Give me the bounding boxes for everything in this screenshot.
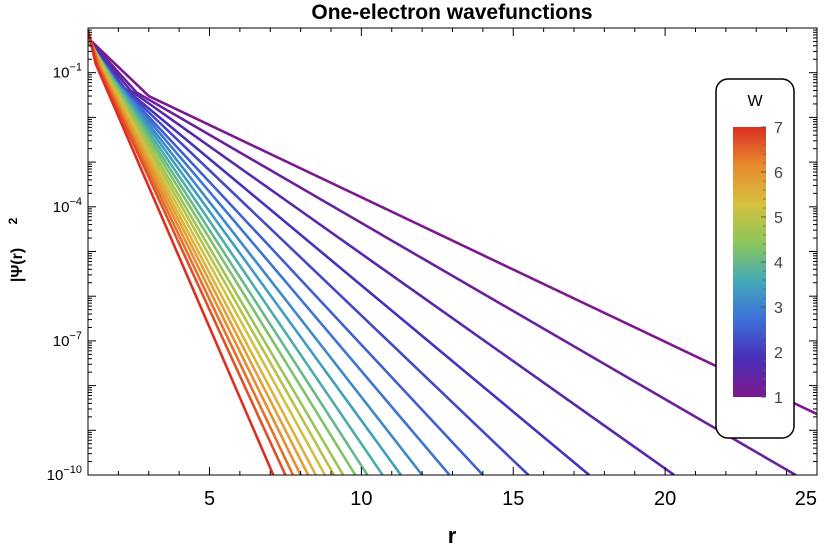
colorbar-tick-label: 2 [774, 345, 783, 362]
colorbar-tick-label: 6 [774, 165, 783, 182]
x-tick-label: 10 [350, 488, 372, 510]
legend-title: W [747, 93, 763, 110]
y-tick-label: 10−4 [53, 196, 82, 216]
y-axis-label-exponent: 2 [6, 217, 20, 224]
colorbar-tick-label: 5 [774, 210, 783, 227]
y-tick-label: 10−1 [53, 62, 82, 82]
x-axis: 5 10 15 20 25 [87, 28, 818, 510]
series-line-12 [88, 37, 357, 475]
y-tick-label: 10−10 [47, 464, 82, 484]
x-tick-label: 5 [204, 488, 215, 510]
x-tick-label: 15 [502, 488, 524, 510]
x-axis-label: r [448, 523, 457, 548]
series-line-2 [88, 37, 797, 475]
y-tick-label: 10−7 [53, 330, 82, 350]
colorbar-legend: W 1 2 3 4 5 6 7 [715, 78, 795, 439]
x-tick-label: 25 [795, 488, 817, 510]
colorbar-ticks: 1 2 3 4 5 6 7 [761, 120, 783, 407]
y-axis-label: |Ψ(r) [9, 248, 26, 282]
colorbar-tick-label: 4 [774, 255, 783, 272]
colorbar-tick-label: 3 [774, 300, 783, 317]
series-layer [88, 29, 817, 475]
series-line-10 [88, 39, 384, 475]
y-axis: 10−1 10−4 10−7 10−10 [47, 27, 817, 484]
y-axis-label-group: |Ψ(r) 2 [6, 217, 26, 282]
series-line-3 [88, 38, 675, 475]
chart-title: One-electron wavefunctions [311, 1, 592, 24]
x-tick-label: 20 [654, 488, 676, 510]
colorbar-tick-label: 7 [774, 120, 783, 137]
colorbar-tick-label: 1 [774, 390, 783, 407]
colorbar-gradient [733, 127, 766, 397]
series-line-1 [88, 36, 817, 416]
series-line-21 [88, 29, 275, 475]
